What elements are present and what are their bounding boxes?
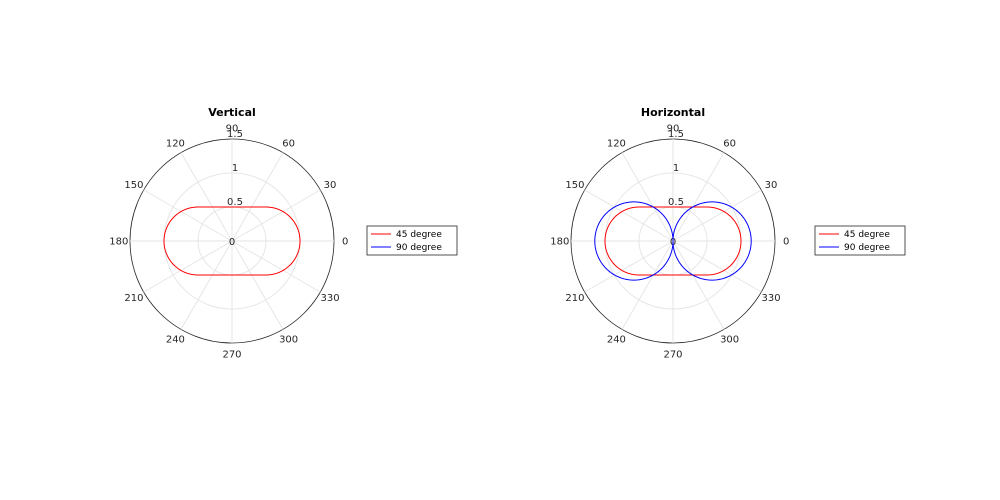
radius-tick-labels: 0 0.5 1 1.5: [227, 129, 243, 248]
radius-tick-label: 1: [673, 163, 679, 174]
theta-tick-label: 150: [124, 180, 143, 191]
legend-box: [366, 225, 458, 256]
radius-tick-label: 1.5: [668, 129, 684, 140]
theta-grid-spoke: [231, 240, 321, 293]
theta-grid-spoke: [143, 240, 233, 293]
theta-tick-label: 30: [324, 180, 337, 191]
theta-tick-label: 210: [565, 293, 584, 304]
legend-label-45-degree: 45 degree: [396, 230, 442, 240]
theta-tick-label: 60: [282, 138, 295, 149]
theta-tick-labels: 0 30 60 90 120 150 180 210 240 270 300 330: [550, 123, 789, 360]
radius-tick-label: 0.5: [227, 197, 243, 208]
theta-tick-label: 300: [720, 335, 739, 346]
theta-tick-label: 210: [124, 293, 143, 304]
theta-grid-spoke: [672, 240, 762, 293]
theta-grid-spoke: [672, 152, 725, 242]
theta-grid-spoke: [180, 240, 233, 330]
theta-tick-label: 180: [109, 237, 128, 248]
theta-tick-label: 90: [667, 123, 680, 134]
radius-tick-label: 1: [232, 163, 238, 174]
radius-tick-label: 0: [229, 237, 235, 248]
theta-grid-spoke: [231, 189, 321, 242]
legend: 45 degree 90 degree: [366, 225, 458, 256]
legend: 45 degree 90 degree: [814, 225, 906, 256]
legend-label-90-degree: 90 degree: [396, 243, 442, 253]
theta-tick-label: 300: [279, 335, 298, 346]
radius-tick-label: 1.5: [227, 129, 243, 140]
theta-tick-label: 0: [783, 237, 789, 248]
theta-grid-spoke: [584, 240, 674, 293]
polar-plot-vertical: Vertical 0 30 60 90 120 150 180 210 240 270 300 330…: [109, 106, 458, 361]
theta-grid-spoke: [180, 152, 233, 242]
theta-tick-label: 120: [607, 138, 626, 149]
series-group: [163, 206, 301, 276]
theta-tick-label: 270: [663, 350, 682, 361]
theta-tick-label: 240: [607, 335, 626, 346]
theta-grid-spoke: [231, 240, 284, 330]
theta-tick-label: 330: [762, 293, 781, 304]
series-group: [594, 201, 752, 281]
plot-title: Horizontal: [641, 106, 705, 119]
theta-grid-spoke: [584, 189, 674, 242]
theta-tick-label: 120: [166, 138, 185, 149]
theta-tick-label: 330: [321, 293, 340, 304]
theta-tick-label: 60: [723, 138, 736, 149]
series-line-45-degree: [163, 206, 301, 276]
theta-grid-spoke: [672, 189, 762, 242]
legend-box: [814, 225, 906, 256]
theta-grid-spoke: [621, 152, 674, 242]
radius-tick-label: 0.5: [668, 197, 684, 208]
theta-tick-label: 270: [222, 350, 241, 361]
theta-tick-label: 30: [765, 180, 778, 191]
series-line-90-degree: [594, 201, 752, 281]
theta-grid-spoke: [621, 240, 674, 330]
theta-grid-spoke: [231, 152, 284, 242]
theta-grid-spoke: [143, 189, 233, 242]
plot-title: Vertical: [208, 106, 256, 119]
legend-label-45-degree: 45 degree: [844, 230, 890, 240]
theta-tick-labels: 0 30 60 90 120 150 180 210 240 270 300 330: [109, 123, 348, 360]
theta-grid-spoke: [672, 240, 725, 330]
theta-tick-label: 0: [342, 237, 348, 248]
theta-tick-label: 90: [226, 123, 239, 134]
polar-grid: [129, 138, 335, 344]
theta-tick-label: 240: [166, 335, 185, 346]
polar-plot-horizontal: Horizontal 0 30 60 90 120 150 180 210 240 270 300 3…: [550, 106, 906, 361]
radius-tick-labels: 00.511.5: [668, 129, 684, 248]
theta-tick-label: 180: [550, 237, 569, 248]
legend-label-90-degree: 90 degree: [844, 243, 890, 253]
theta-tick-label: 150: [565, 180, 584, 191]
